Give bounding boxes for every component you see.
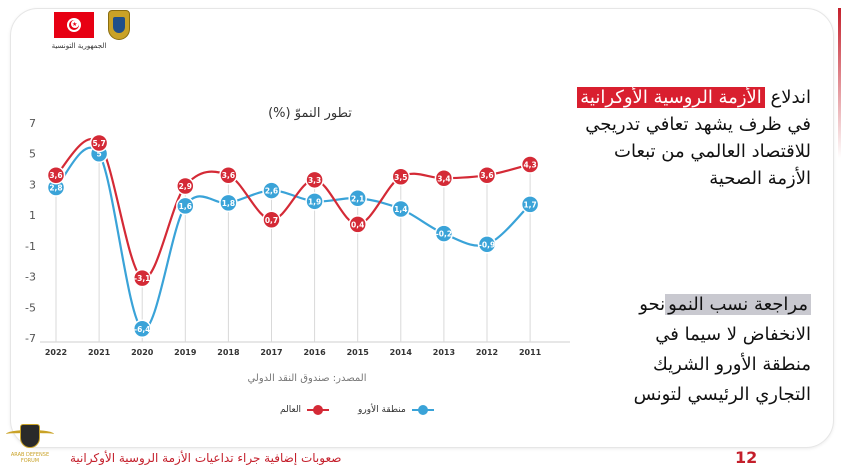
text-plain: نحو bbox=[639, 294, 666, 315]
data-label: -0,2 bbox=[436, 230, 452, 239]
text-highlight: الأزمة الروسية الأوكرانية bbox=[577, 87, 765, 108]
world-point bbox=[391, 167, 411, 186]
y-tick-label: 3 bbox=[29, 178, 36, 191]
world-point bbox=[434, 169, 454, 188]
euro-point bbox=[132, 319, 152, 339]
legend-world-label: العالم bbox=[280, 405, 302, 415]
data-label: 1,4 bbox=[394, 205, 407, 214]
accent-line bbox=[838, 8, 841, 158]
data-label: 3,6 bbox=[480, 171, 493, 180]
x-tick-label: 2020 bbox=[131, 348, 154, 357]
data-label: 1,9 bbox=[308, 197, 321, 206]
data-label: 0,7 bbox=[265, 216, 278, 225]
text-block-crisis-line2: في ظرف يشهد تعافي تدريجي bbox=[585, 114, 811, 135]
world-point bbox=[219, 165, 238, 185]
data-label: 4,3 bbox=[523, 160, 536, 169]
tunisia-flag-icon: ★ bbox=[54, 12, 94, 38]
data-label: -0,9 bbox=[479, 240, 495, 249]
world-point bbox=[89, 133, 109, 153]
x-tick-label: 2013 bbox=[433, 348, 455, 357]
data-label: 1,6 bbox=[179, 202, 192, 211]
x-tick-label: 2015 bbox=[347, 348, 370, 357]
chart-source: المصدر: صندوق النقد الدولي bbox=[247, 373, 367, 384]
world-point bbox=[348, 215, 367, 234]
world-point bbox=[262, 210, 281, 229]
world-point bbox=[46, 165, 66, 185]
x-tick-label: 2019 bbox=[174, 348, 197, 357]
x-tick-label: 2021 bbox=[88, 348, 111, 357]
x-tick-label: 2012 bbox=[476, 348, 498, 357]
data-label: 3,6 bbox=[222, 171, 235, 180]
data-label: 1,8 bbox=[222, 199, 235, 208]
slide-frame bbox=[10, 8, 834, 448]
euro-point bbox=[305, 192, 324, 211]
y-tick-label: 7 bbox=[29, 117, 36, 130]
text-block-crisis-line4: الأزمة الصحية bbox=[709, 168, 811, 189]
data-label: 5 bbox=[96, 150, 101, 159]
republic-name: الجمهورية التونسية bbox=[51, 42, 107, 50]
y-tick-label: -1 bbox=[25, 240, 36, 253]
footer-title: صعوبات إضافية جراء تداعيات الأزمة الروسي… bbox=[70, 451, 342, 465]
text-block-revision-line4: التجاري الرئيسي لتونس bbox=[633, 384, 811, 405]
euro-point bbox=[520, 195, 540, 214]
text-block-revision-line3: منطقة الأورو الشريك bbox=[652, 354, 811, 375]
x-tick-label: 2016 bbox=[303, 348, 326, 357]
watermark-text: ARAB DEFENSE FORUM bbox=[10, 452, 50, 464]
legend-euro-swatch bbox=[411, 405, 434, 415]
world-series-line bbox=[55, 138, 531, 280]
x-tick-label: 2011 bbox=[519, 348, 542, 357]
y-tick-label: -7 bbox=[25, 332, 36, 345]
euro-point bbox=[262, 181, 281, 200]
data-label: 1,7 bbox=[523, 200, 536, 209]
text-block-crisis-line3: للاقتصاد العالمي من تبعات bbox=[614, 141, 811, 162]
euro-point bbox=[434, 224, 454, 243]
forum-watermark-logo: ARAB DEFENSE FORUM bbox=[6, 420, 54, 470]
text-block-revision: مراجعة نسب النمونحو الانخفاض لا سيما في … bbox=[521, 290, 811, 410]
euro-point bbox=[219, 193, 238, 213]
world-point bbox=[176, 176, 195, 196]
world-point bbox=[477, 165, 497, 185]
text-block-crisis: اندلاع الأزمة الروسية الأوكرانية في ظرف … bbox=[521, 84, 811, 192]
euro-point bbox=[477, 235, 497, 254]
legend-euro-label: منطقة الأورو bbox=[358, 405, 406, 415]
tunisia-emblem-icon bbox=[108, 10, 130, 40]
x-tick-label: 2014 bbox=[390, 348, 413, 357]
euro-point bbox=[348, 189, 367, 208]
data-label: 3,5 bbox=[394, 173, 407, 182]
data-label: 3,3 bbox=[308, 176, 321, 185]
chart-title: تطور النموّ (%) bbox=[268, 106, 352, 121]
text-plain: اندلاع bbox=[770, 87, 811, 108]
legend-world-swatch bbox=[307, 405, 330, 415]
text-block-revision-line1: مراجعة نسب النمونحو bbox=[521, 290, 811, 320]
x-tick-label: 2017 bbox=[260, 348, 282, 357]
world-point bbox=[132, 268, 152, 288]
world-point bbox=[520, 155, 540, 174]
x-tick-label: 2022 bbox=[45, 348, 67, 357]
legend-euro: منطقة الأورو bbox=[358, 405, 434, 415]
data-label: -6,4 bbox=[134, 325, 150, 334]
data-label: 0,4 bbox=[351, 220, 364, 229]
x-tick-label: 2018 bbox=[217, 348, 240, 357]
y-tick-label: 1 bbox=[29, 209, 36, 222]
euro-point bbox=[391, 199, 411, 219]
data-label: -3,1 bbox=[134, 274, 150, 283]
y-tick-label: -5 bbox=[25, 301, 36, 314]
data-label: 2,6 bbox=[265, 187, 278, 196]
data-label: 2,9 bbox=[179, 182, 192, 191]
data-label: 2,1 bbox=[351, 194, 364, 203]
y-tick-label: -3 bbox=[25, 271, 36, 284]
data-label: 2,8 bbox=[49, 184, 62, 193]
page-number: 12 bbox=[735, 448, 758, 467]
world-point bbox=[305, 170, 324, 190]
y-tick-label: 5 bbox=[29, 148, 36, 161]
text-block-revision-line2: الانخفاض لا سيما في bbox=[655, 324, 811, 345]
text-highlight: مراجعة نسب النمو bbox=[665, 294, 811, 315]
data-label: 5,7 bbox=[92, 139, 105, 148]
text-block-crisis-line1: اندلاع الأزمة الروسية الأوكرانية bbox=[521, 84, 811, 111]
euro-point bbox=[176, 196, 195, 216]
data-label: 3,6 bbox=[49, 171, 62, 180]
data-label: 3,4 bbox=[437, 174, 450, 183]
legend-world: العالم bbox=[280, 405, 330, 415]
